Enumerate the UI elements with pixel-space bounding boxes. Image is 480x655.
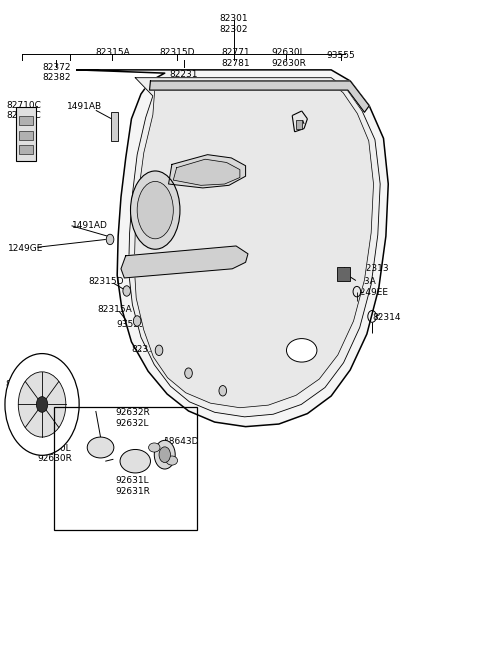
Text: 1249GE: 1249GE	[8, 244, 43, 253]
Text: 18643D: 18643D	[164, 437, 199, 446]
Bar	[19, 116, 33, 125]
Circle shape	[18, 372, 66, 437]
Circle shape	[36, 397, 48, 412]
Text: 82313A: 82313A	[342, 276, 376, 286]
Bar	[296, 120, 302, 129]
Text: 92630L
92630R: 92630L 92630R	[37, 443, 72, 463]
Text: 82376E: 82376E	[303, 132, 337, 141]
Text: 92630L
92630R: 92630L 92630R	[271, 48, 306, 67]
Ellipse shape	[149, 443, 160, 452]
Text: 1491AD: 1491AD	[303, 120, 338, 129]
Text: 1491AB: 1491AB	[67, 102, 102, 111]
Text: 93555: 93555	[326, 51, 355, 60]
Circle shape	[154, 440, 175, 469]
Text: 82315A: 82315A	[168, 367, 203, 375]
Text: 82771
82781: 82771 82781	[222, 48, 251, 67]
Text: 82710C
82720C: 82710C 82720C	[7, 100, 41, 120]
Circle shape	[5, 354, 79, 455]
Ellipse shape	[120, 449, 150, 473]
Circle shape	[123, 286, 131, 296]
Text: 82231
82241: 82231 82241	[169, 70, 198, 89]
Polygon shape	[150, 81, 369, 112]
Text: 82771
82781: 82771 82781	[5, 380, 34, 399]
Text: 82372
82382: 82372 82382	[42, 63, 71, 82]
Polygon shape	[77, 70, 388, 426]
Text: 93555: 93555	[116, 320, 145, 329]
Polygon shape	[173, 159, 240, 185]
Text: 82315A: 82315A	[132, 345, 166, 354]
Text: 82315A: 82315A	[97, 305, 132, 314]
Text: 82315D: 82315D	[89, 276, 124, 286]
Ellipse shape	[137, 181, 173, 239]
Circle shape	[133, 316, 141, 326]
Ellipse shape	[131, 171, 180, 250]
Polygon shape	[121, 246, 248, 278]
Circle shape	[219, 386, 227, 396]
Text: 92631L
92631R: 92631L 92631R	[115, 476, 150, 496]
Text: 82315A: 82315A	[203, 386, 238, 395]
Bar	[111, 112, 118, 141]
Text: 82318D: 82318D	[330, 263, 366, 272]
Text: 1491AD: 1491AD	[72, 221, 108, 229]
Bar	[54, 407, 197, 530]
Circle shape	[185, 368, 192, 379]
Bar	[337, 267, 350, 280]
Bar	[16, 107, 36, 160]
Polygon shape	[129, 78, 380, 417]
Circle shape	[155, 345, 163, 356]
Ellipse shape	[287, 339, 317, 362]
Text: 82314: 82314	[372, 313, 401, 322]
Text: 82313: 82313	[360, 263, 389, 272]
Polygon shape	[168, 155, 246, 188]
Bar	[19, 130, 33, 140]
Circle shape	[159, 447, 170, 462]
Text: 92632R
92632L: 92632R 92632L	[115, 408, 150, 428]
Text: 82315A: 82315A	[95, 48, 130, 58]
Text: 1249EE: 1249EE	[355, 288, 389, 297]
Bar	[19, 145, 33, 154]
Ellipse shape	[87, 437, 114, 458]
Polygon shape	[134, 83, 373, 407]
Circle shape	[106, 234, 114, 245]
Text: 82301
82302: 82301 82302	[219, 14, 248, 34]
Text: 82315D: 82315D	[159, 48, 194, 58]
Ellipse shape	[166, 456, 178, 465]
